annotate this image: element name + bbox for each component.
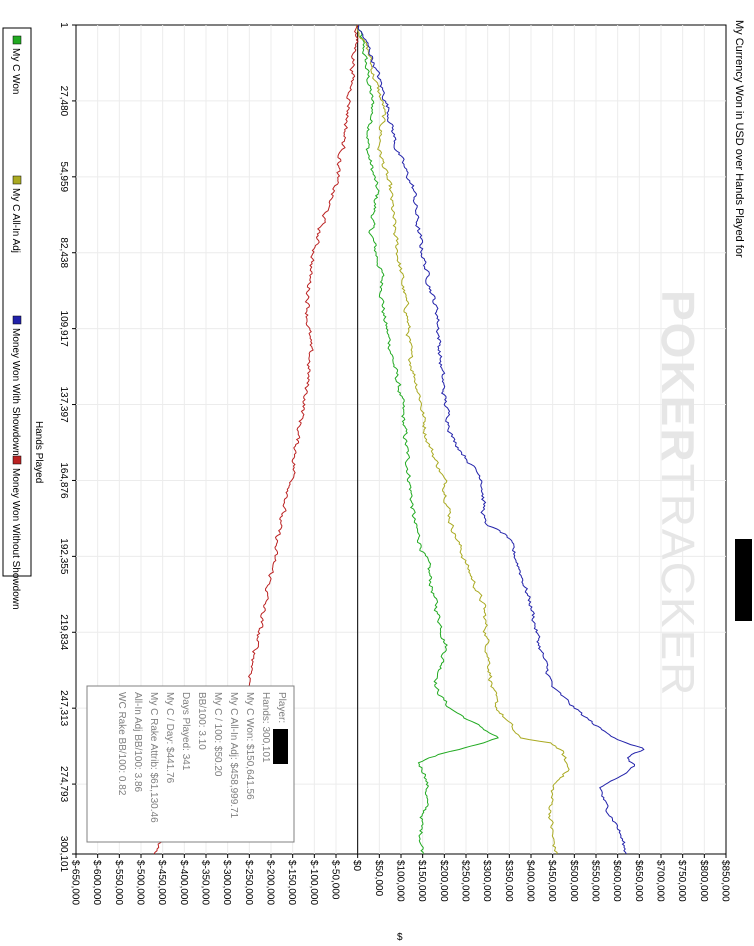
x-tick-label: 192,355 bbox=[58, 538, 69, 575]
chart-legend: My C Won My C All-In Adj Money Won With Sh… bbox=[2, 27, 32, 610]
y-tick-label: $-650,000 bbox=[70, 860, 81, 905]
legend-swatch bbox=[12, 35, 22, 45]
stats-all-in-bb: All-In Adj BB/100: 3.86 bbox=[132, 692, 143, 793]
stats-per-100: My C / 100: $50.20 bbox=[212, 692, 223, 777]
y-tick-label: $-100,000 bbox=[308, 860, 319, 905]
series-line-my-c-all-in-adj bbox=[355, 24, 570, 855]
y-tick-label: $550,000 bbox=[590, 860, 601, 902]
player-name-redaction bbox=[273, 729, 288, 764]
y-axis-ticks: $-650,000 $-600,000 $-550,000 $-500,000 $-45… bbox=[70, 854, 731, 905]
y-tick-label: $-150,000 bbox=[286, 860, 297, 905]
legend-label: My C All-In Adj bbox=[10, 188, 21, 253]
stats-box: Player: Hands: 300,101 My C Won: $150,64… bbox=[86, 685, 295, 843]
y-tick-label: $400,000 bbox=[525, 860, 536, 902]
y-tick-label: $250,000 bbox=[460, 860, 471, 902]
y-tick-label: $150,000 bbox=[416, 860, 427, 902]
series-line-money-won-with-showdown bbox=[357, 24, 645, 855]
y-tick-label: $450,000 bbox=[546, 860, 557, 902]
y-tick-label: $0 bbox=[351, 860, 362, 872]
watermark-light: TRACKER bbox=[652, 464, 704, 698]
y-tick-label: $-250,000 bbox=[243, 860, 254, 905]
stats-rake: My C Rake Attrib: $61,130.46 bbox=[148, 692, 159, 823]
x-tick-label: 54,959 bbox=[58, 162, 69, 193]
pokertracker-watermark: POKERTRACKER bbox=[652, 290, 704, 697]
y-tick-label: $100,000 bbox=[395, 860, 406, 902]
stats-hands: Hands: 300,101 bbox=[260, 692, 271, 763]
y-tick-label: $-300,000 bbox=[221, 860, 232, 905]
y-axis-label: $ bbox=[397, 932, 403, 943]
grid-lines bbox=[76, 25, 726, 854]
plot-area: POKERTRACKER $-650,000 $-600,000 $-550,000… bbox=[58, 22, 731, 905]
stats-per-day: My C / Day: $441.76 bbox=[164, 692, 175, 784]
x-tick-label: 109,917 bbox=[58, 311, 69, 348]
legend-label: Money Won With Showdown bbox=[10, 328, 21, 456]
watermark-bold: POKER bbox=[652, 290, 704, 464]
y-tick-label: $-350,000 bbox=[200, 860, 211, 905]
stats-all-in-adj: My C All-In Adj: $458,999.71 bbox=[228, 692, 239, 819]
legend-swatch bbox=[12, 175, 22, 185]
x-tick-label: 274,793 bbox=[58, 766, 69, 803]
x-axis-ticks: 1 27,480 54,959 82,438 109,917 137,397 164,876… bbox=[58, 22, 76, 873]
y-tick-label: $600,000 bbox=[611, 860, 622, 902]
y-tick-label: $750,000 bbox=[676, 860, 687, 902]
y-tick-label: $200,000 bbox=[438, 860, 449, 902]
x-tick-label: 1 bbox=[58, 22, 69, 28]
y-tick-label: $800,000 bbox=[698, 860, 709, 902]
legend-border bbox=[2, 27, 32, 577]
stats-box-border bbox=[86, 685, 295, 843]
legend-label: My C Won bbox=[10, 48, 21, 95]
legend-swatch bbox=[12, 455, 22, 465]
y-tick-label: $350,000 bbox=[503, 860, 514, 902]
y-tick-label: $50,000 bbox=[373, 860, 384, 897]
x-tick-label: 137,397 bbox=[58, 386, 69, 423]
x-axis-label: Hands Played bbox=[33, 421, 44, 483]
y-tick-label: $-200,000 bbox=[265, 860, 276, 905]
y-tick-label: $500,000 bbox=[568, 860, 579, 902]
stats-wc-rake: WC Rake BB/100: 0.82 bbox=[116, 692, 127, 796]
y-tick-label: $-50,000 bbox=[330, 860, 341, 900]
y-tick-label: $850,000 bbox=[720, 860, 731, 902]
stats-days: Days Played: 341 bbox=[180, 692, 191, 771]
x-tick-label: 247,313 bbox=[58, 690, 69, 727]
series-line-my-c-won bbox=[357, 24, 499, 855]
chart-title: My Currency Won in USD over Hands Played… bbox=[733, 20, 745, 258]
y-tick-label: $-400,000 bbox=[178, 860, 189, 905]
legend-swatch bbox=[12, 315, 22, 325]
svg-text:POKERTRACKER: POKERTRACKER bbox=[652, 290, 704, 697]
stats-player: Player: bbox=[276, 692, 287, 723]
y-tick-label: $700,000 bbox=[655, 860, 666, 902]
legend-label: Money Won Without Showdown bbox=[10, 468, 21, 610]
y-tick-label: $-550,000 bbox=[113, 860, 124, 905]
stats-bb-100: BB/100: 3.10 bbox=[196, 692, 207, 750]
x-tick-label: 27,480 bbox=[58, 86, 69, 117]
x-tick-label: 164,876 bbox=[58, 462, 69, 499]
stats-my-c-won: My C Won: $150,641.56 bbox=[244, 692, 255, 800]
y-tick-label: $-600,000 bbox=[91, 860, 102, 905]
y-tick-label: $300,000 bbox=[481, 860, 492, 902]
title-redaction bbox=[735, 539, 752, 621]
y-tick-label: $650,000 bbox=[633, 860, 644, 902]
y-tick-label: $-500,000 bbox=[135, 860, 146, 905]
y-tick-label: $-450,000 bbox=[156, 860, 167, 905]
x-tick-label: 300,101 bbox=[58, 836, 69, 873]
x-tick-label: 219,834 bbox=[58, 614, 69, 651]
x-tick-label: 82,438 bbox=[58, 237, 69, 268]
